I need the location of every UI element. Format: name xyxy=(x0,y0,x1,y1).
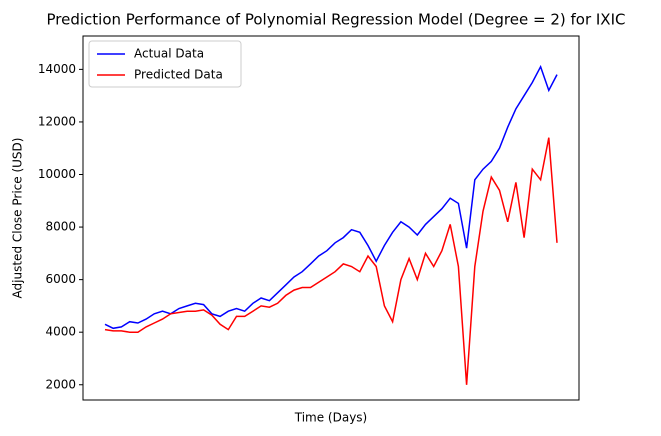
x-axis-label: Time (Days) xyxy=(294,411,368,425)
legend-label: Predicted Data xyxy=(134,68,223,82)
y-tick-label: 6000 xyxy=(45,272,76,286)
y-axis-label: Adjusted Close Price (USD) xyxy=(11,138,25,299)
y-tick-label: 4000 xyxy=(45,325,76,339)
plot-frame xyxy=(82,35,580,401)
chart-title: Prediction Performance of Polynomial Reg… xyxy=(47,11,626,29)
y-tick-label: 10000 xyxy=(38,167,76,181)
data-line xyxy=(104,64,558,330)
y-tick-label: 14000 xyxy=(38,62,76,76)
legend-label: Actual Data xyxy=(134,47,204,61)
data-line xyxy=(104,137,558,385)
legend-box xyxy=(88,40,242,88)
y-tick-label: 8000 xyxy=(45,220,76,234)
y-tick-label: 2000 xyxy=(45,377,76,391)
y-tick-label: 12000 xyxy=(38,114,76,128)
